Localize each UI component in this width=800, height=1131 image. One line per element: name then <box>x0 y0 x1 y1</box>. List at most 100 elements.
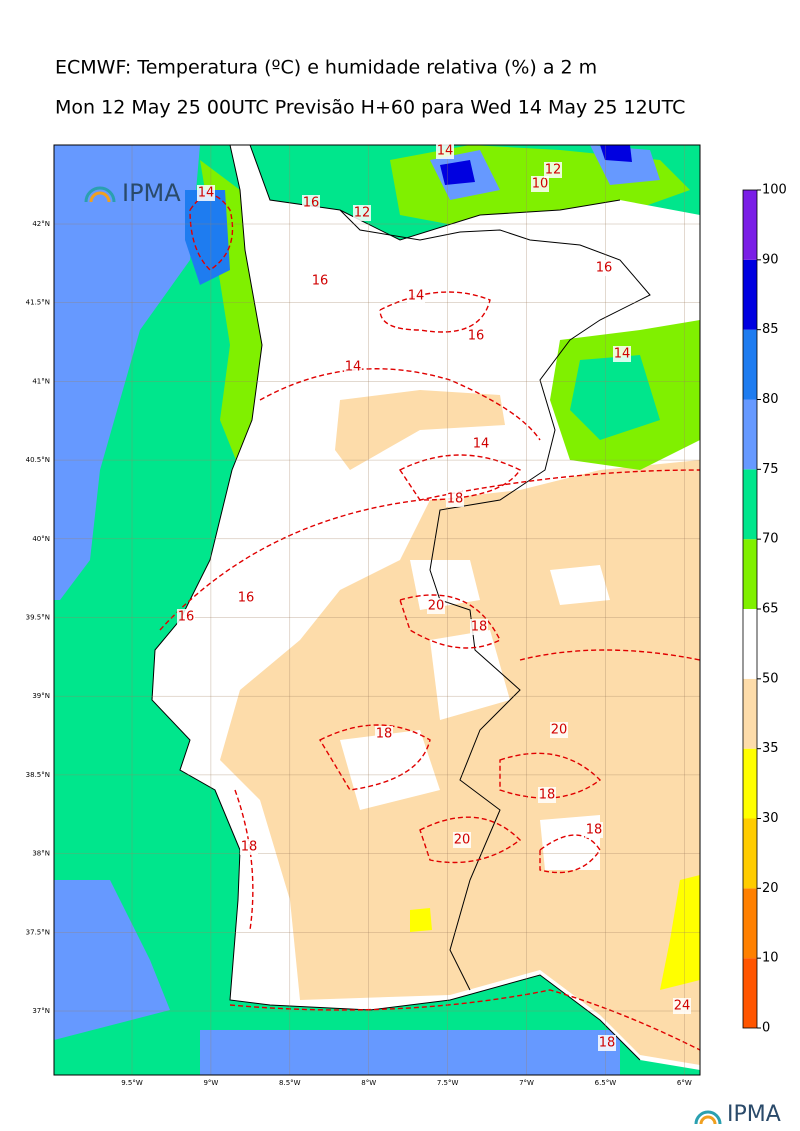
contour-label: 14 <box>345 360 362 375</box>
colorbar-band <box>743 259 757 330</box>
longitude-label: 9.5°W <box>121 1079 143 1087</box>
coastline <box>151 144 651 1061</box>
contour-label: 20 <box>428 599 445 614</box>
colorbar-band <box>743 818 757 889</box>
contour-label: 18 <box>599 1036 616 1051</box>
longitude-label: 7°W <box>519 1079 534 1087</box>
contour-label: 14 <box>198 186 215 201</box>
latitude-label: 41°N <box>32 377 50 385</box>
contour-label: 16 <box>303 196 320 211</box>
contour-label: 12 <box>354 206 371 221</box>
contour-label-bg <box>613 346 631 362</box>
colorbar-band <box>743 190 757 260</box>
contour-label: 18 <box>241 840 258 855</box>
contour-label: 14 <box>614 347 631 362</box>
colorbar-band <box>743 469 757 540</box>
contour-label-bg <box>177 609 195 625</box>
colorbar-label: 20 <box>762 881 779 896</box>
contour-label-bg <box>237 590 255 606</box>
contour-label-bg <box>598 1035 616 1051</box>
latitude-label: 41.5°N <box>26 299 50 307</box>
colorbar-band <box>743 748 757 819</box>
latitude-label: 40°N <box>32 535 50 543</box>
contour-label-bg <box>353 205 371 221</box>
colorbar-label: 0 <box>762 1021 770 1036</box>
contour-label-bg <box>531 176 549 192</box>
latitude-label: 39°N <box>32 692 50 700</box>
contour-label-bg <box>311 273 329 289</box>
colorbar-label: 75 <box>762 462 779 477</box>
contour-label-bg <box>538 787 556 803</box>
contour-label: 18 <box>586 823 603 838</box>
subtitle: Mon 12 May 25 00UTC Previsão H+60 para W… <box>55 97 685 119</box>
contour-label-bg <box>436 143 454 159</box>
contour-label: 16 <box>238 591 255 606</box>
contour-label-bg <box>467 328 485 344</box>
contour-label-bg <box>344 359 362 375</box>
contour-label-bg <box>470 619 488 635</box>
contour-label-bg <box>375 726 393 742</box>
logo-text: IPMA <box>122 179 181 207</box>
map-fields <box>54 145 700 1075</box>
contour-label-bg <box>446 491 464 507</box>
colorbar-band <box>743 399 757 470</box>
contour-label-bg <box>544 162 562 178</box>
latitude-label: 42°N <box>32 220 50 228</box>
graticule <box>54 145 700 1075</box>
longitude-label: 9°W <box>203 1079 218 1087</box>
longitude-label: 8.5°W <box>279 1079 301 1087</box>
latitude-label: 40.5°N <box>26 456 50 464</box>
contour-label-bg <box>585 822 603 838</box>
colorbar-band <box>743 329 757 400</box>
logo-text: IPMA <box>727 1102 781 1127</box>
colorbar-label: 35 <box>762 741 779 756</box>
contour-label: 12 <box>545 163 562 178</box>
colorbar-label: 80 <box>762 392 779 407</box>
contour-label-bg <box>453 832 471 848</box>
colorbar-label: 90 <box>762 252 779 267</box>
logo-top: IPMA <box>84 179 181 207</box>
contour-label-bg <box>550 722 568 738</box>
colorbar-band <box>743 609 757 679</box>
contour-label-bg <box>197 185 215 201</box>
contour-label: 18 <box>376 727 393 742</box>
contour-label: 16 <box>596 261 613 276</box>
map-frame <box>53 144 701 1076</box>
contour-label-bg <box>595 260 613 276</box>
colorbar-band <box>743 958 757 1028</box>
latitude-label: 39.5°N <box>26 614 50 622</box>
longitude-label: 6°W <box>677 1079 692 1087</box>
contour-label-bg <box>240 839 258 855</box>
contour-label: 20 <box>454 833 471 848</box>
contour-label: 24 <box>674 999 691 1014</box>
colorbar-label: 65 <box>762 602 779 617</box>
contour-label: 16 <box>178 610 195 625</box>
longitude-label: 6.5°W <box>595 1079 617 1087</box>
contour-label: 16 <box>312 274 329 289</box>
colorbar-band <box>743 888 757 959</box>
contour-label-bg <box>407 288 425 304</box>
colorbar-label: 85 <box>762 322 779 337</box>
contour-label: 18 <box>539 788 556 803</box>
colorbar-band <box>743 678 757 749</box>
contour-label: 14 <box>473 437 490 452</box>
contour-label: 20 <box>551 723 568 738</box>
contour-label: 18 <box>471 620 488 635</box>
logo-bottom: IPMA <box>694 1102 781 1127</box>
latitude-label: 37°N <box>32 1007 50 1015</box>
colorbar-label: 50 <box>762 671 779 686</box>
latitude-label: 38.5°N <box>26 771 50 779</box>
contour-label-bg <box>673 998 691 1014</box>
contours <box>159 194 701 1051</box>
contour-label-bg <box>472 436 490 452</box>
contour-label-bg <box>302 195 320 211</box>
contour-label: 18 <box>447 492 464 507</box>
colorbar-label: 10 <box>762 951 779 966</box>
latitude-label: 38°N <box>32 850 50 858</box>
contour-label: 14 <box>408 289 425 304</box>
title: ECMWF: Temperatura (ºC) e humidade relat… <box>55 57 597 79</box>
longitude-label: 7.5°W <box>437 1079 459 1087</box>
colorbar-label: 100 <box>762 183 787 198</box>
